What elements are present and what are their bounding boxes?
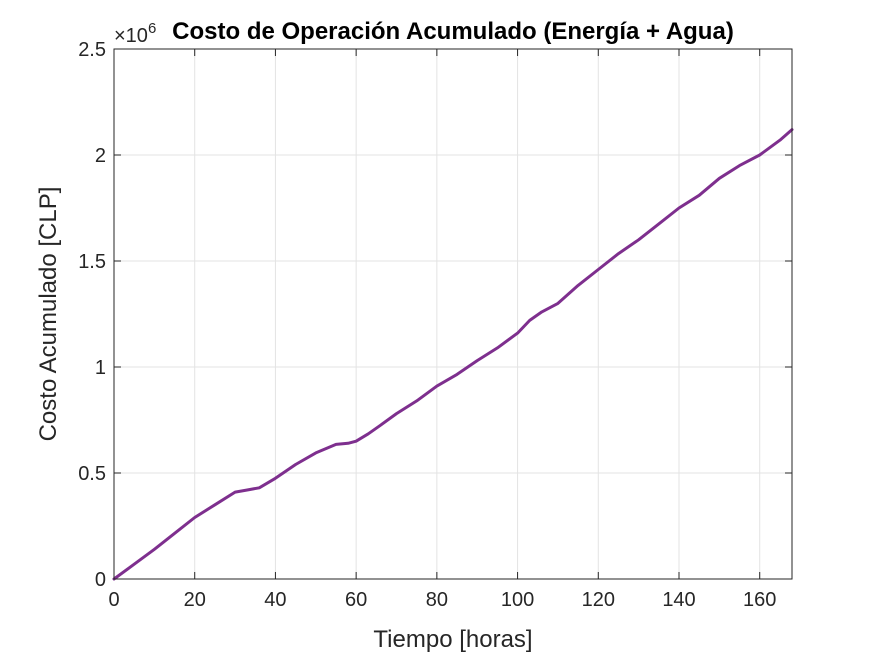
ticks: [113, 48, 792, 580]
x-tick-label: 20: [184, 589, 206, 611]
plot-area: [114, 49, 792, 579]
y-tick-label: 2: [95, 145, 106, 167]
y-axis-label: Costo Acumulado [CLP]: [35, 187, 62, 442]
y-tick-label: 2.5: [78, 39, 106, 61]
x-tick-label: 100: [501, 589, 534, 611]
y-multiplier: ×106: [114, 20, 156, 47]
y-tick-label: 0: [95, 569, 106, 591]
y-tick-labels: 0 0.5 1 1.5 2 2.5: [78, 39, 106, 591]
plot-box: [113, 48, 793, 580]
x-tick-label: 60: [345, 589, 367, 611]
y-tick-label: 1.5: [78, 251, 106, 273]
x-tick-label: 140: [662, 589, 695, 611]
chart-title: Costo de Operación Acumulado (Energía + …: [172, 18, 734, 45]
y-tick-label: 0.5: [78, 463, 106, 485]
x-axis-label: Tiempo [horas]: [373, 626, 532, 653]
y-tick-label: 1: [95, 357, 106, 379]
x-tick-label: 40: [264, 589, 286, 611]
x-tick-label: 120: [582, 589, 615, 611]
x-tick-labels: 0 20 40 60 80 100 120 140 160: [108, 589, 776, 611]
x-tick-label: 0: [108, 589, 119, 611]
x-tick-label: 160: [743, 589, 776, 611]
grid: [113, 48, 792, 580]
series-line: [112, 128, 794, 581]
x-tick-label: 80: [426, 589, 448, 611]
